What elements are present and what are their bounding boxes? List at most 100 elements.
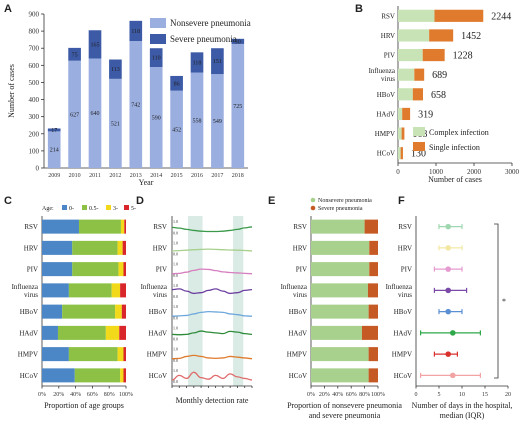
bar-segment-c bbox=[42, 325, 58, 340]
y-tick-label-b-line-0: RSV bbox=[381, 12, 395, 20]
y-tick-label-a: 200 bbox=[29, 130, 40, 138]
legend-label-nonsevere-prop: Nonsevere pneumonia bbox=[318, 198, 372, 204]
y-tick-label-d-line-0: HBoV bbox=[149, 308, 167, 316]
row-tick-label-d: 0.0 bbox=[173, 252, 178, 257]
y-tick-label-c-line-0: PIV bbox=[27, 266, 38, 274]
y-tick-label-a: 600 bbox=[29, 62, 40, 70]
bar-segment-c bbox=[62, 304, 116, 319]
x-tick-label-f: 0 bbox=[415, 392, 418, 398]
bar-segment-e bbox=[311, 262, 370, 277]
bar-nonsevere bbox=[47, 131, 61, 168]
bar-segment-c bbox=[123, 368, 126, 383]
legend-label-nonsevere: Nonsevere pneumonia bbox=[170, 18, 251, 28]
legend-label-severe-prop: Severe pneumonia bbox=[318, 206, 363, 212]
y-tick-label-f-line-0: HRV bbox=[398, 244, 412, 252]
y-tick-label-e-line-1: virus bbox=[293, 291, 307, 299]
shaded-band bbox=[188, 216, 203, 386]
x-tick-label-b: 1000 bbox=[429, 168, 444, 176]
row-tick-label-d: 1.0 bbox=[173, 262, 178, 267]
shaded-band bbox=[233, 216, 244, 386]
legend-label-age: 0.5- bbox=[89, 206, 99, 212]
bar-label-severe: 17 bbox=[51, 128, 57, 134]
bar-segment-c bbox=[42, 219, 79, 234]
x-tick-label-b: 2000 bbox=[467, 168, 482, 176]
y-tick-label-e-line-0: PIV bbox=[296, 266, 307, 274]
bar-segment-c bbox=[68, 283, 112, 298]
bar-nonsevere bbox=[129, 41, 143, 169]
y-tick-label-c-line-0: RSV bbox=[24, 223, 38, 231]
bar-segment-e bbox=[367, 283, 378, 298]
x-axis-title-e-0: Proportion of nonsevere pneumonia bbox=[287, 401, 402, 410]
x-tick-label-a: 2017 bbox=[211, 173, 223, 179]
x-tick-label-a: 2013 bbox=[130, 173, 142, 179]
panel-d: D RSV 1.0 0.0 HRV 1.0 0.0 PIV 1.0 0.0 Influenzavir… bbox=[136, 195, 253, 405]
bar-severe bbox=[129, 20, 143, 42]
y-tick-label-b-line-0: HMPV bbox=[375, 130, 395, 138]
y-tick-label-f-line-0: HCoV bbox=[394, 372, 412, 380]
bar-complex bbox=[398, 88, 413, 101]
bar-segment-c bbox=[74, 368, 121, 383]
series-line bbox=[171, 288, 253, 295]
bar-total-b: 689 bbox=[432, 70, 447, 81]
bar-total-b: 2244 bbox=[491, 11, 511, 22]
y-tick-label-d-line-0: HAdV bbox=[148, 329, 167, 337]
row-tick-label-d: 0.0 bbox=[173, 358, 178, 363]
median-point bbox=[445, 308, 452, 315]
significance-bracket bbox=[494, 223, 499, 379]
x-tick-label-f: 5 bbox=[438, 392, 441, 398]
y-tick-label-b-line-0: PIV bbox=[384, 52, 395, 60]
x-tick-label-a: 2015 bbox=[171, 173, 183, 179]
bar-nonsevere bbox=[109, 78, 122, 168]
bar-severe bbox=[231, 38, 245, 44]
bar-single bbox=[412, 88, 424, 101]
y-tick-label-f-line-0: Influenza bbox=[386, 283, 413, 291]
bar-label-severe: 30 bbox=[235, 39, 241, 45]
y-tick-label-c-line-0: HBoV bbox=[20, 308, 38, 316]
panel-label-f: F bbox=[398, 195, 405, 207]
bar-segment-c bbox=[42, 240, 73, 255]
bar-segment-c bbox=[120, 368, 124, 383]
legend-label-severe: Severe pneumonia bbox=[170, 34, 237, 44]
bar-segment-e bbox=[311, 304, 369, 319]
x-tick-label-f: 10 bbox=[459, 392, 465, 398]
bar-label-severe: 118 bbox=[131, 29, 140, 35]
bar-severe bbox=[170, 75, 183, 91]
bar-severe bbox=[88, 30, 102, 59]
bar-nonsevere bbox=[211, 74, 224, 168]
bar-segment-c bbox=[121, 304, 126, 319]
x-axis-title-a: Year bbox=[139, 178, 154, 187]
series-line bbox=[171, 310, 253, 317]
x-tick-label-b: 3000 bbox=[505, 168, 520, 176]
row-tick-label-d: 1.0 bbox=[173, 347, 178, 352]
x-tick-label-e: 60% bbox=[346, 392, 357, 398]
bar-segment-c bbox=[78, 219, 121, 234]
legend-swatch-nonsevere-prop bbox=[310, 197, 316, 203]
legend-swatch-single bbox=[413, 142, 425, 151]
bar-segment-c bbox=[42, 347, 69, 362]
bar-label-nonsevere: 590 bbox=[152, 116, 161, 122]
row-tick-label-d: 0.0 bbox=[173, 230, 178, 235]
x-tick-label-a: 2016 bbox=[191, 173, 203, 179]
legend-swatch-severe-prop bbox=[310, 205, 316, 211]
y-tick-label-a: 800 bbox=[29, 28, 40, 36]
bar-nonsevere bbox=[190, 72, 204, 168]
y-tick-label-a: 700 bbox=[29, 45, 40, 53]
legend-swatch-age bbox=[62, 205, 67, 210]
bar-segment-e bbox=[311, 347, 369, 362]
row-tick-label-d: 1.0 bbox=[173, 368, 178, 373]
bar-complex bbox=[398, 9, 435, 22]
bar-segment-c bbox=[72, 262, 119, 277]
bar-label-nonsevere: 214 bbox=[50, 148, 59, 154]
y-tick-label-b-line-0: HCoV bbox=[377, 150, 395, 158]
legend-swatch-age bbox=[106, 205, 111, 210]
bar-segment-e bbox=[368, 347, 378, 362]
y-tick-label-a: 900 bbox=[29, 11, 40, 19]
bar-segment-e bbox=[311, 325, 362, 340]
x-tick-label-c: 20% bbox=[53, 392, 64, 398]
bar-segment-c bbox=[117, 240, 123, 255]
bar-label-severe: 165 bbox=[91, 42, 100, 48]
series-line bbox=[171, 354, 253, 360]
panel-e: E Nonsevere pneumonia Severe pneumonia 0% 20… bbox=[268, 195, 402, 420]
x-tick-label-e: 80% bbox=[359, 392, 370, 398]
bar-segment-c bbox=[42, 283, 69, 298]
